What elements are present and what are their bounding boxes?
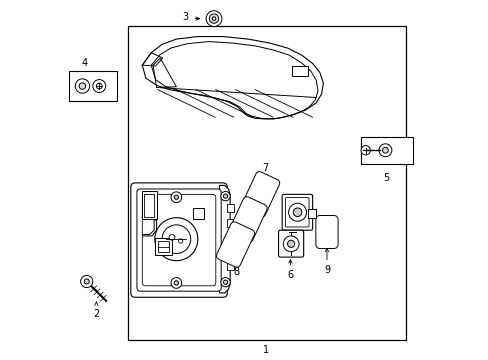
Circle shape — [81, 275, 93, 288]
Text: 7: 7 — [262, 163, 268, 173]
Bar — [69, 71, 117, 101]
Circle shape — [178, 239, 183, 243]
Bar — [227, 204, 233, 212]
Bar — [227, 219, 233, 226]
Text: 8: 8 — [233, 267, 239, 277]
Text: 1: 1 — [263, 345, 268, 355]
Circle shape — [155, 218, 198, 261]
Polygon shape — [219, 185, 230, 293]
FancyBboxPatch shape — [142, 194, 215, 286]
Circle shape — [169, 234, 175, 240]
FancyBboxPatch shape — [285, 198, 308, 227]
Bar — [128, 26, 405, 339]
Circle shape — [378, 144, 391, 157]
Text: 9: 9 — [323, 265, 329, 275]
Bar — [308, 210, 316, 219]
Bar — [144, 194, 154, 217]
Bar — [142, 191, 156, 220]
Circle shape — [206, 11, 222, 27]
Circle shape — [223, 194, 227, 198]
Circle shape — [84, 279, 89, 284]
Circle shape — [209, 14, 218, 23]
Circle shape — [162, 225, 190, 253]
Text: 4: 4 — [81, 58, 88, 68]
Bar — [291, 66, 307, 76]
Circle shape — [174, 195, 178, 199]
Circle shape — [287, 240, 294, 247]
Bar — [227, 262, 233, 270]
Circle shape — [212, 17, 215, 21]
Circle shape — [171, 192, 182, 203]
Circle shape — [79, 83, 85, 89]
FancyBboxPatch shape — [315, 216, 337, 248]
Circle shape — [360, 145, 369, 155]
Text: 2: 2 — [93, 309, 100, 319]
Circle shape — [288, 203, 306, 221]
Circle shape — [382, 147, 387, 153]
Text: 6: 6 — [287, 270, 293, 280]
Bar — [227, 240, 233, 248]
FancyBboxPatch shape — [131, 183, 227, 297]
Circle shape — [96, 83, 102, 89]
FancyBboxPatch shape — [216, 222, 254, 267]
FancyBboxPatch shape — [241, 172, 279, 217]
FancyBboxPatch shape — [137, 189, 221, 291]
FancyBboxPatch shape — [228, 197, 266, 242]
Polygon shape — [142, 220, 156, 236]
Circle shape — [75, 79, 89, 93]
Bar — [155, 238, 172, 255]
Bar — [360, 137, 412, 164]
Circle shape — [174, 281, 178, 285]
Text: 5: 5 — [382, 173, 388, 183]
FancyBboxPatch shape — [278, 230, 303, 257]
Circle shape — [93, 80, 105, 93]
Circle shape — [283, 236, 298, 252]
Circle shape — [221, 192, 230, 201]
Circle shape — [221, 278, 230, 287]
Circle shape — [223, 280, 227, 284]
Text: 3: 3 — [182, 12, 188, 22]
Bar — [192, 208, 203, 220]
Bar — [158, 241, 169, 252]
Circle shape — [293, 208, 301, 217]
Circle shape — [171, 278, 182, 288]
FancyBboxPatch shape — [282, 194, 312, 230]
